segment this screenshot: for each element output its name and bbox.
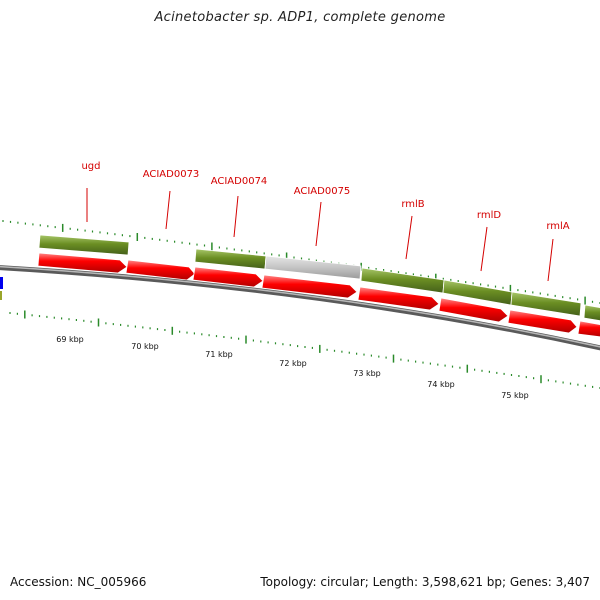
feature-fragment-blue[interactable] [0,277,3,289]
leader-rmld [480,226,488,272]
scale-label-75kbp: 75 kbp [501,391,529,400]
leader-rmlb [405,215,413,260]
cds-arrow-rmld[interactable] [438,297,509,323]
genome-backbone [0,265,600,351]
accession-text: Accession: NC_005966 [10,575,147,589]
leader-aciad0074 [233,195,239,238]
cds-arrow-aciad0075[interactable] [261,274,358,299]
gene-label-rmla: rmlA [546,221,569,232]
gene-label-leaders [86,188,554,282]
gene-label-ugd: ugd [81,161,100,172]
cds-arrow-ugd[interactable] [37,252,128,274]
gene-feature-aciad0074[interactable] [194,248,267,270]
gene-feature-aciad0075-pseudo[interactable] [264,255,362,280]
leader-aciad0073 [165,190,171,230]
cds-arrow-rmla[interactable] [507,309,578,334]
leader-rmla [547,238,554,282]
cds-arrow-rmlb[interactable] [357,286,440,311]
scale-label-71kbp: 71 kbp [205,350,233,359]
gene-label-aciad0074: ACIAD0074 [211,176,268,187]
cds-arrow-aciad0073[interactable] [125,259,196,281]
scale-label-73kbp: 73 kbp [353,369,381,378]
scale-label-74kbp: 74 kbp [427,380,455,389]
scale-label-70kbp: 70 kbp [131,342,159,351]
cds-arrow-aciad0074[interactable] [192,266,264,288]
gene-label-rmld: rmlD [477,210,501,221]
gene-feature-ugd[interactable] [38,234,130,256]
gene-label-rmlb: rmlB [401,199,424,210]
feature-fragment-olive[interactable] [0,291,2,300]
scale-label-69kbp: 69 kbp [56,335,84,344]
gene-label-aciad0075: ACIAD0075 [294,186,351,197]
cds-arrow-next[interactable] [577,320,600,338]
gene-feature-next[interactable] [583,304,600,322]
gene-label-aciad0073: ACIAD0073 [143,169,200,180]
leader-aciad0075 [315,201,322,247]
genome-title: Acinetobacter sp. ADP1, complete genome [154,10,446,25]
scale-label-72kbp: 72 kbp [279,359,307,368]
inner-tick-ring [9,310,600,389]
topology-summary: Topology: circular; Length: 3,598,621 bp… [260,575,590,589]
gene-feature-rmla[interactable] [510,291,582,317]
